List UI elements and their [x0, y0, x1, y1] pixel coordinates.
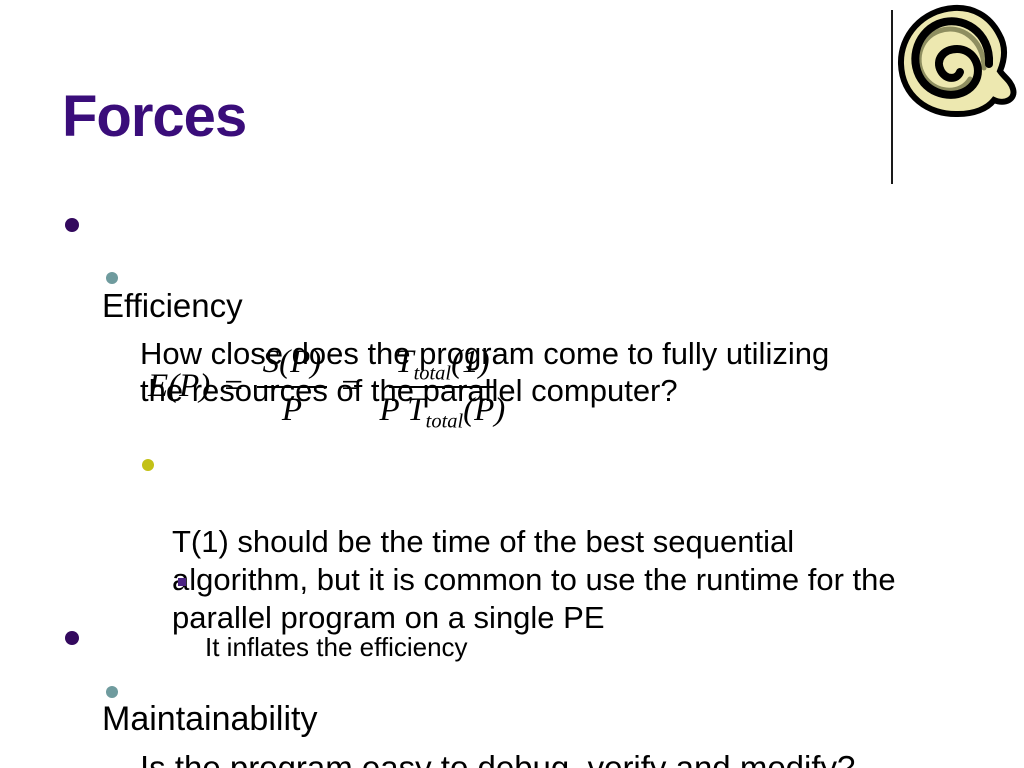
- list-item-text: T(1) should be the time of the best sequ…: [172, 524, 896, 635]
- list-item-efficiency: Efficiency: [65, 206, 243, 326]
- bullet-level1-icon: [65, 631, 79, 645]
- formula-lhs: E(P): [148, 368, 211, 404]
- bullet-level1-icon: [65, 218, 79, 232]
- list-item-t1: T(1) should be the time of the best sequ…: [142, 447, 972, 637]
- list-item-text: Maintainability: [102, 700, 318, 738]
- list-item-maintainability: Maintainability: [65, 619, 318, 739]
- efficiency-formula: E(P) = S(P) P = Ttotal(1) P Ttotal(P): [148, 344, 512, 433]
- fraction-speedup: S(P) P: [256, 344, 328, 429]
- snail-shell-icon: [897, 4, 1017, 118]
- fraction-numerator: Ttotal(1): [389, 344, 496, 388]
- fraction-runtime: Ttotal(1) P Ttotal(P): [374, 344, 512, 433]
- vertical-divider-line: [891, 10, 893, 184]
- bullet-level3-icon: [142, 459, 154, 471]
- list-item-text: Is the program easy to debug, verify and…: [140, 749, 856, 768]
- equals-sign: =: [339, 368, 362, 404]
- list-item-inflates: It inflates the efficiency: [178, 567, 468, 663]
- list-item-text: How close does the program come to fully…: [140, 336, 830, 408]
- fraction-numerator: S(P): [256, 344, 328, 388]
- list-item-text: Efficiency: [102, 287, 243, 324]
- list-item-is-program-easy: Is the program easy to debug, verify and…: [106, 675, 990, 768]
- fraction-denominator: P: [281, 392, 302, 428]
- bullet-level4-icon: [178, 578, 186, 586]
- equals-sign: =: [222, 368, 245, 404]
- list-item-how-close: How close does the program come to fully…: [106, 261, 940, 409]
- bullet-level2-icon: [106, 686, 118, 698]
- fraction-denominator: P Ttotal(P): [379, 392, 506, 433]
- page-title: Forces: [62, 84, 247, 149]
- bullet-level2-icon: [106, 272, 118, 284]
- list-item-text: It inflates the efficiency: [205, 632, 468, 662]
